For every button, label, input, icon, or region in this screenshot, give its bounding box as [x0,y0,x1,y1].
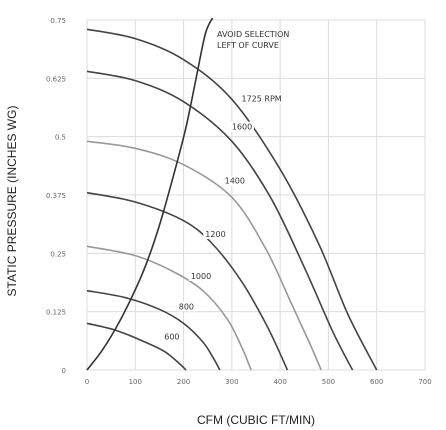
x-tick-label: 300 [225,378,238,386]
curve-1600 [86,70,354,371]
curve-label-bg [188,271,213,281]
x-tick-label: 200 [177,378,190,386]
curve-label-800: 800 [179,302,194,311]
curve-label-1000: 1000 [191,272,211,281]
curve-800 [86,289,221,371]
x-tick-label: 0 [85,378,89,386]
y-tick-label: 0.25 [50,250,66,258]
y-tick-label: 0.125 [46,309,66,317]
y-tick-label: 0 [62,367,66,375]
curve-600 [86,322,187,371]
rpm-curves [86,28,378,371]
curve-1725-rpm [86,28,378,371]
x-tick-label: 700 [418,378,431,386]
x-tick-label: 400 [273,378,286,386]
curve-label-bg [203,229,228,239]
x-tick-labels: 0 100 200 300 400 500 600 700 [85,378,432,386]
x-tick-label: 600 [370,378,383,386]
curve-1200 [86,191,289,371]
avoid-selection-annotation: AVOID SELECTION LEFT OF CURVE [217,30,289,50]
y-tick-label: 0.375 [46,192,66,200]
curve-1000 [86,245,252,371]
curve-label-bg [229,121,254,132]
x-tick-label: 500 [322,378,335,386]
y-tick-label: 0.75 [50,17,66,25]
y-axis-title: STATIC PRESSURE (INCHES WG) [5,106,19,297]
curve-labels: 1725 RPM 1600 1400 1200 1000 800 600 [162,93,284,342]
curve-label-600: 600 [164,333,179,342]
y-tick-label: 0.625 [46,75,66,83]
y-tick-label: 0.5 [55,134,66,142]
curve-label-bg [162,331,182,342]
x-axis-title: CFM (CUBIC FT/MIN) [197,413,315,427]
curve-label-bg [222,175,247,186]
curve-1400 [86,140,322,371]
y-tick-labels: 0 0.125 0.25 0.375 0.5 0.625 0.75 [46,17,66,375]
curve-label-1200: 1200 [205,230,225,239]
curve-label-bg [239,93,284,104]
curve-label-1725-rpm: 1725 RPM [242,95,282,104]
curve-label-1400: 1400 [225,176,245,185]
x-tick-label: 100 [129,378,142,386]
curve-label-1600: 1600 [232,123,252,132]
grid-lines [86,19,426,371]
curve-label-bg [176,301,196,312]
selection-boundary-curve [86,17,214,371]
